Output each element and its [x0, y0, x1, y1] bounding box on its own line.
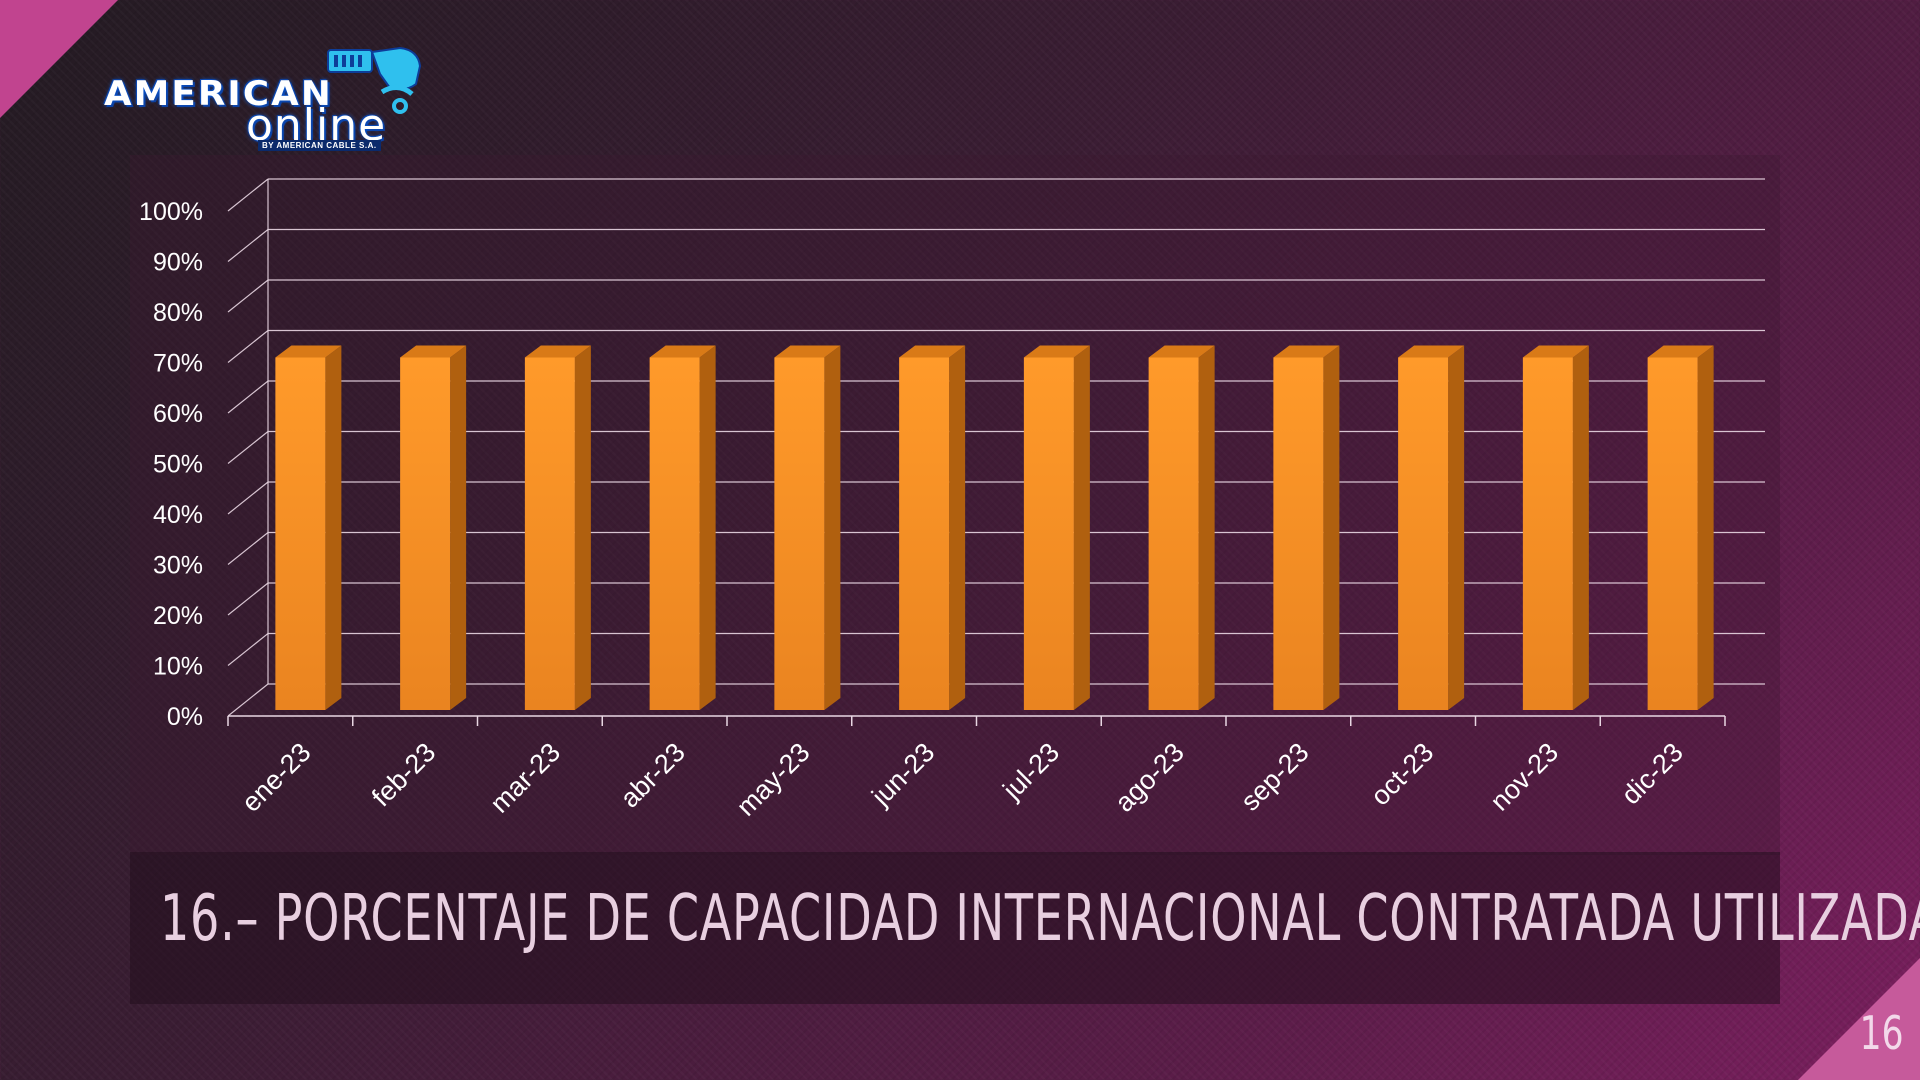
- y-tick-label: 60%: [153, 400, 203, 428]
- bar-top: [649, 345, 716, 358]
- bar-nov-23: [1522, 345, 1589, 710]
- bar-side: [574, 345, 591, 710]
- bar-side: [699, 345, 716, 710]
- x-tick-label: jun-23: [865, 737, 940, 812]
- chart-bars: [275, 345, 1714, 710]
- x-tick-label: dic-23: [1616, 737, 1689, 810]
- bar-sep-23: [1273, 345, 1340, 710]
- page-number: 16: [1860, 1006, 1904, 1060]
- bar-oct-23: [1398, 345, 1465, 710]
- bar-front: [1398, 357, 1449, 710]
- bar-side: [949, 345, 966, 710]
- grid-diagonal: [227, 683, 269, 717]
- x-tick-label: feb-23: [366, 737, 441, 812]
- y-tick-label: 70%: [153, 350, 203, 378]
- bar-jun-23: [899, 345, 966, 710]
- x-tick-label: jul-23: [996, 737, 1065, 806]
- x-tick-label: abr-23: [614, 737, 690, 813]
- grid-diagonal: [227, 633, 269, 666]
- bar-top: [1522, 345, 1589, 358]
- grid-diagonal: [227, 532, 269, 565]
- bar-top: [1647, 345, 1714, 358]
- bar-mar-23: [524, 345, 591, 710]
- logo-text-american: AMERICAN: [104, 74, 333, 114]
- bar-front: [1273, 357, 1324, 710]
- bar-jul-23: [1023, 345, 1090, 710]
- bar-side: [1073, 345, 1090, 710]
- bar-top: [1023, 345, 1090, 358]
- bar-top: [899, 345, 966, 358]
- bar-side: [1697, 345, 1714, 710]
- bar-top: [524, 345, 591, 358]
- bar-ene-23: [275, 345, 342, 710]
- bar-front: [275, 357, 326, 710]
- bar-side: [325, 345, 342, 710]
- y-tick-label: 90%: [153, 249, 203, 277]
- grid-diagonal: [227, 481, 269, 515]
- bar-top: [275, 345, 342, 358]
- x-tick-label: mar-23: [484, 737, 566, 819]
- x-axis-labels: ene-23 feb-23 mar-23 abr-23 may-23 jun-23 jul-…: [236, 737, 1689, 822]
- x-tick-label: oct-23: [1365, 737, 1439, 811]
- grid-diagonal: [227, 431, 269, 464]
- bar-front: [400, 357, 451, 710]
- y-tick-label: 0%: [167, 703, 203, 731]
- bar-side: [1198, 345, 1215, 710]
- grid-diagonal: [227, 380, 269, 414]
- logo-subtitle: BY AMERICAN CABLE S.A.: [258, 140, 381, 151]
- bar-front: [899, 357, 950, 710]
- bar-front: [649, 357, 700, 710]
- bar-may-23: [774, 345, 841, 710]
- y-tick-label: 40%: [153, 501, 203, 529]
- bar-top: [1148, 345, 1215, 358]
- bar-abr-23: [649, 345, 716, 710]
- corner-accent-bottom-right: [1798, 958, 1920, 1080]
- y-tick-label: 50%: [153, 451, 203, 479]
- bar-side: [450, 345, 467, 710]
- y-tick-label: 80%: [153, 299, 203, 327]
- bar-top: [1398, 345, 1465, 358]
- bar-front: [1148, 357, 1199, 710]
- bar-feb-23: [400, 345, 467, 710]
- bar-front: [1647, 357, 1698, 710]
- grid-diagonal: [227, 178, 269, 212]
- y-tick-label: 30%: [153, 552, 203, 580]
- slide-title: 16.– PORCENTAJE DE CAPACIDAD INTERNACION…: [160, 882, 1920, 956]
- chart-grid: [227, 178, 1765, 726]
- bar-side: [824, 345, 841, 710]
- y-tick-label: 100%: [139, 198, 203, 226]
- title-band: [130, 852, 1780, 1004]
- bar-top: [774, 345, 841, 358]
- ethernet-plug-icon: [327, 46, 422, 114]
- bar-front: [774, 357, 825, 710]
- american-online-logo: AMERICAN online BY AMERICAN CABLE S.A.: [100, 44, 422, 154]
- grid-diagonal: [227, 330, 269, 363]
- corner-accent-top-left: [0, 0, 118, 118]
- x-tick-label: nov-23: [1485, 737, 1565, 817]
- x-tick-label: ene-23: [236, 737, 317, 818]
- grid-diagonal: [227, 582, 269, 616]
- y-tick-label: 10%: [153, 653, 203, 681]
- bar-top: [1273, 345, 1340, 358]
- bar-top: [400, 345, 467, 358]
- x-tick-label: ago-23: [1109, 737, 1190, 818]
- bar-dic-23: [1647, 345, 1714, 710]
- bar-front: [524, 357, 575, 710]
- bar-ago-23: [1148, 345, 1215, 710]
- bar-front: [1522, 357, 1573, 710]
- grid-diagonal: [227, 229, 269, 262]
- bar-side: [1572, 345, 1589, 710]
- bar-side: [1448, 345, 1465, 710]
- y-tick-label: 20%: [153, 602, 203, 630]
- grid-diagonal: [227, 279, 269, 313]
- x-tick-label: sep-23: [1235, 737, 1315, 817]
- bar-front: [1023, 357, 1074, 710]
- x-tick-label: may-23: [731, 737, 816, 822]
- bar-side: [1323, 345, 1340, 710]
- y-axis-ticks: 0% 10% 20% 30% 40% 50% 60% 70% 80% 90% 100%: [139, 198, 203, 731]
